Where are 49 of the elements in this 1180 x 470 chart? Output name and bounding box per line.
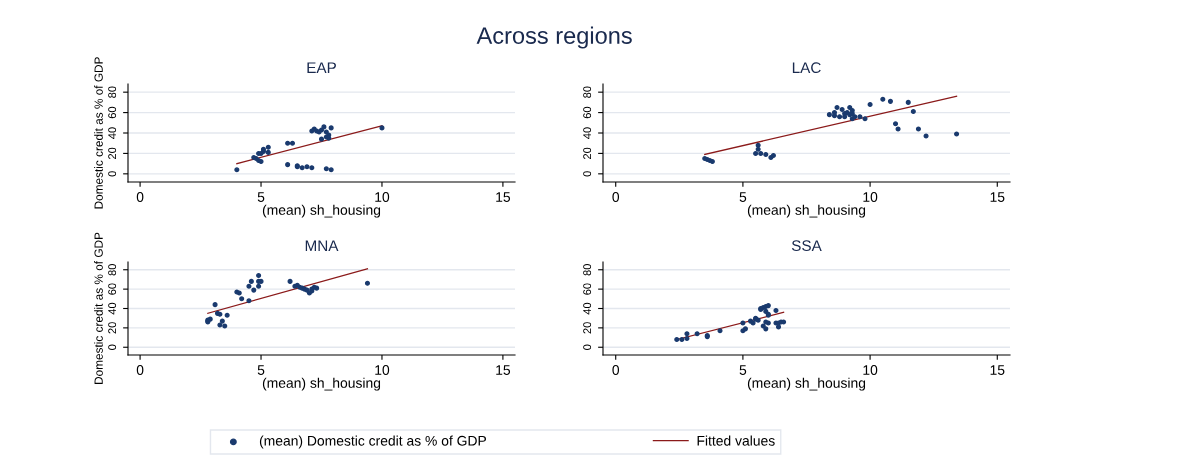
legend-label: Fitted values [697,435,775,446]
chart-title: MNA [305,240,339,251]
y-tick-label: 60 [583,106,592,119]
y-tick-label: 60 [583,283,592,295]
y-axis-title: Domestic credit as % of GDP [94,232,103,384]
x-tick-label: 0 [612,192,620,202]
text: Across regions [476,26,632,49]
y-tick-label: 60 [108,283,117,295]
y-tick-label: 40 [583,302,592,315]
y-tick-label: 80 [108,86,117,98]
chart-title: SSA [791,240,822,252]
y-tick-label: 40 [583,127,592,139]
x-axis-title: (mean) sh_housing [262,204,381,218]
chart-title: LAC [792,62,821,74]
legend-label: (mean) Domestic credit as % of GDP [259,435,487,449]
x-tick-label: 10 [863,192,878,202]
x-tick-label: 15 [990,365,1005,375]
y-tick-label: 0 [108,171,117,177]
y-tick-label: 0 [583,171,592,177]
y-tick-label: 80 [583,264,592,276]
x-tick-label: 15 [496,365,511,375]
x-tick-label: 10 [375,192,390,202]
x-tick-label: 5 [257,192,265,202]
y-tick-label: 80 [583,86,592,98]
x-tick-label: 5 [257,365,265,375]
x-tick-label: 10 [863,365,878,375]
x-tick-label: 5 [739,365,747,375]
y-tick-label: 0 [583,344,592,350]
y-tick-label: 20 [583,322,592,334]
y-tick-label: 40 [108,302,117,315]
x-axis-title: (mean) sh_housing [747,204,866,218]
y-tick-label: 20 [108,322,117,334]
chart-title: EAP [307,62,336,73]
x-axis-title: (mean) sh_housing [747,377,866,391]
x-axis-title: (mean) sh_housing [262,377,381,391]
y-tick-label: 20 [583,147,592,160]
y-tick-label: 0 [108,344,117,350]
x-tick-label: 0 [136,192,144,202]
x-tick-label: 5 [739,192,747,202]
x-tick-label: 15 [496,192,511,202]
y-tick-label: 20 [108,147,117,160]
y-tick-label: 60 [108,106,117,119]
x-tick-label: 15 [990,192,1005,202]
x-tick-label: 0 [612,365,620,375]
x-tick-label: 0 [136,365,144,375]
y-tick-label: 40 [108,127,117,139]
y-axis-title: Domestic credit as % of GDP [94,57,103,209]
x-tick-label: 10 [375,365,390,375]
y-tick-label: 80 [108,264,117,276]
